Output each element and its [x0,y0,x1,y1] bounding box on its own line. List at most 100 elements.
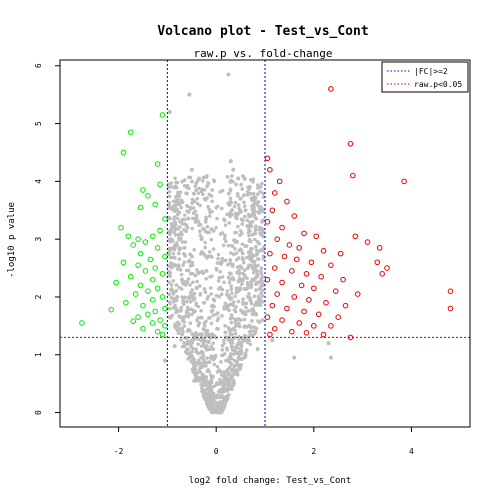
down-regulated-point [132,291,139,297]
down-regulated-point [140,302,146,309]
grey-cloud-point [240,187,245,191]
up-regulated-point [376,245,383,251]
grey-cloud-point [256,298,261,302]
grey-cloud-point [246,185,250,189]
not-significant-point [197,320,202,325]
not-significant-point [197,176,202,181]
x-axis-label: log2 fold change: Test_vs_Cont [189,476,352,486]
grey-cloud-point [186,314,191,319]
grey-cloud-point [251,177,256,181]
grey-cloud-point [191,359,196,364]
up-regulated-point [384,265,390,271]
grey-cloud-point [209,254,213,258]
grey-cloud-point [196,332,200,337]
grey-cloud-point [212,394,217,399]
up-regulated-point [276,178,283,185]
up-regulated-point [318,273,324,280]
up-regulated-point [296,320,302,326]
grey-cloud-point [182,178,186,183]
grey-cloud-point [220,314,224,318]
not-significant-point [180,277,185,282]
grey-cloud-point [215,370,220,374]
not-significant-point [270,338,275,343]
grey-cloud-point [182,251,186,256]
grey-cloud-point [248,342,253,347]
grey-cloud-point [204,330,208,335]
grey-cloud-point [225,289,230,293]
grey-cloud-point [176,210,180,215]
up-regulated-point [301,230,307,237]
grey-cloud-point [252,194,256,199]
grey-cloud-point [209,376,214,381]
grey-cloud-point [182,217,187,222]
up-regulated-point [271,265,278,271]
grey-cloud-point [183,314,188,319]
grey-cloud-point [209,373,213,378]
grey-cloud-point [244,348,249,352]
grey-cloud-point [195,197,200,201]
grey-cloud-point [227,379,231,383]
grey-cloud-point [188,207,193,211]
grey-cloud-point [217,261,222,265]
grey-cloud-point [211,229,216,233]
grey-cloud-point [249,308,254,312]
grey-cloud-point [254,288,258,292]
y-tick-label: 1 [34,352,43,357]
grey-cloud-point [236,323,241,328]
grey-cloud-point [219,206,224,211]
grey-cloud-point [226,243,231,248]
grey-cloud-point [190,226,194,231]
not-significant-point [167,315,172,320]
grey-cloud-point [210,400,215,405]
grey-cloud-point [183,283,188,287]
grey-cloud-point [235,270,239,275]
grey-cloud-point [183,295,187,300]
grey-cloud-point [237,337,241,342]
grey-cloud-point [198,222,203,227]
up-regulated-point [293,256,300,263]
grey-cloud-point [174,283,179,287]
down-regulated-point [152,201,158,208]
grey-cloud-point [191,191,196,196]
grey-cloud-point [198,233,203,238]
grey-cloud-point [211,178,216,182]
grey-cloud-point [180,240,185,244]
up-regulated-point [342,302,349,309]
grey-cloud-point [172,230,177,234]
down-regulated-point [130,242,137,248]
grey-cloud-point [200,387,204,391]
down-regulated-point [142,239,149,245]
grey-cloud-point [261,283,266,288]
grey-cloud-point [240,279,245,283]
up-regulated-point [303,329,310,336]
up-regulated-point [301,308,307,315]
grey-cloud-point [222,236,227,241]
grey-cloud-point [214,268,219,272]
grey-cloud-point [241,297,245,301]
not-significant-point [248,222,253,227]
grey-cloud-point [249,329,254,333]
down-regulated-point [135,236,141,242]
grey-cloud-point [206,316,211,320]
grey-cloud-point [260,209,265,214]
grey-cloud-point [188,328,192,333]
grey-cloud-point [225,175,230,179]
not-significant-point [189,254,194,259]
grey-cloud-point [181,263,185,268]
grey-cloud-point [232,204,237,209]
grey-cloud-point [224,346,229,350]
grey-cloud-point [229,345,234,350]
grey-cloud-point [188,272,193,276]
not-significant-point [326,341,331,346]
grey-cloud-point [199,355,203,360]
grey-cloud-point [234,251,239,256]
not-significant-point [292,355,297,360]
grey-cloud-point [220,287,225,292]
not-significant-point [255,280,260,285]
grey-cloud-point [182,324,187,328]
down-regulated-point [162,216,168,222]
grey-cloud-point [230,276,235,280]
not-significant-point [238,341,243,346]
grey-cloud-point [260,219,264,223]
grey-cloud-point [188,321,193,325]
